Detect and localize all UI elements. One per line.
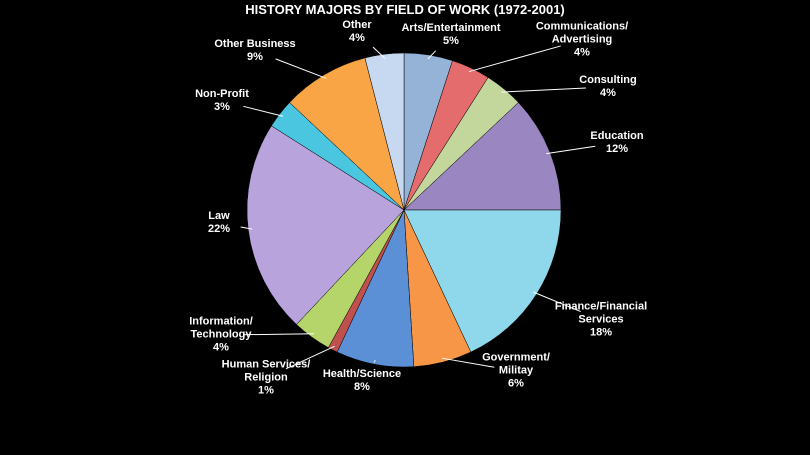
pie-slice: [403, 102, 562, 211]
slice-label: Arts/Entertainment 5%: [401, 22, 500, 48]
category-label: Communications/ Advertising: [535, 20, 629, 46]
slice-label: Health/Science 8%: [323, 368, 401, 394]
slice-label: Communications/ Advertising 4%: [536, 21, 628, 60]
slice-label: Non-Profit 3%: [195, 88, 249, 114]
pie-slice: [289, 57, 405, 211]
value-label: 12%: [605, 143, 629, 155]
slice-label: Other Business 9%: [214, 38, 295, 64]
slice-label: Finance/Financial Services 18%: [555, 301, 647, 340]
leader-line: [275, 58, 327, 79]
leader-line: [501, 87, 587, 93]
slice-label: Education 12%: [590, 130, 643, 156]
leader-line: [546, 145, 596, 155]
value-label: 18%: [589, 326, 613, 339]
category-label: Law: [208, 210, 230, 222]
category-label: Arts/Entertainment: [401, 22, 501, 34]
leader-line: [372, 46, 386, 59]
slice-label: Government/ Militay 6%: [482, 352, 550, 391]
category-label: Health/Science: [322, 368, 402, 380]
chart-title: HISTORY MAJORS BY FIELD OF WORK (1972-20…: [245, 2, 565, 17]
value-label: 4%: [574, 46, 590, 59]
category-label: Human Services/ Religion: [221, 358, 311, 384]
category-label: Education: [590, 130, 644, 142]
slice-label: Other 4%: [342, 19, 371, 45]
slice-label: Information/ Technology 4%: [189, 316, 253, 355]
category-label: Non-Profit: [195, 88, 249, 100]
category-label: Other: [342, 19, 372, 31]
pie-slice: [246, 125, 405, 325]
category-label: Consulting: [579, 74, 637, 86]
leader-line: [532, 291, 581, 313]
value-label: 3%: [214, 101, 230, 113]
leader-line: [240, 226, 253, 230]
category-label: Information/ Technology: [189, 315, 253, 341]
leader-line: [285, 345, 335, 370]
leader-line: [469, 45, 561, 73]
value-label: 22%: [207, 223, 231, 235]
value-label: 6%: [508, 377, 524, 390]
value-label: 4%: [600, 87, 616, 99]
category-label: Other Business: [214, 38, 296, 50]
value-label: 5%: [443, 35, 459, 47]
pie-slice: [403, 209, 562, 353]
category-label: Government/ Militay: [482, 351, 550, 377]
category-label: Finance/Financial Services: [554, 300, 648, 326]
leader-line: [427, 50, 437, 60]
value-label: 9%: [247, 51, 263, 63]
value-label: 1%: [258, 384, 274, 397]
value-label: 4%: [213, 341, 229, 354]
leader-line: [242, 333, 315, 336]
leader-line: [373, 360, 376, 363]
pie-slice: [364, 52, 405, 211]
slice-label: Law 22%: [208, 210, 230, 236]
slice-label: Human Services/ Religion 1%: [222, 359, 311, 398]
value-label: 4%: [349, 32, 365, 44]
leader-line: [441, 357, 495, 368]
leader-line: [243, 105, 284, 117]
slice-label: Consulting 4%: [579, 74, 636, 100]
value-label: 8%: [354, 381, 370, 393]
